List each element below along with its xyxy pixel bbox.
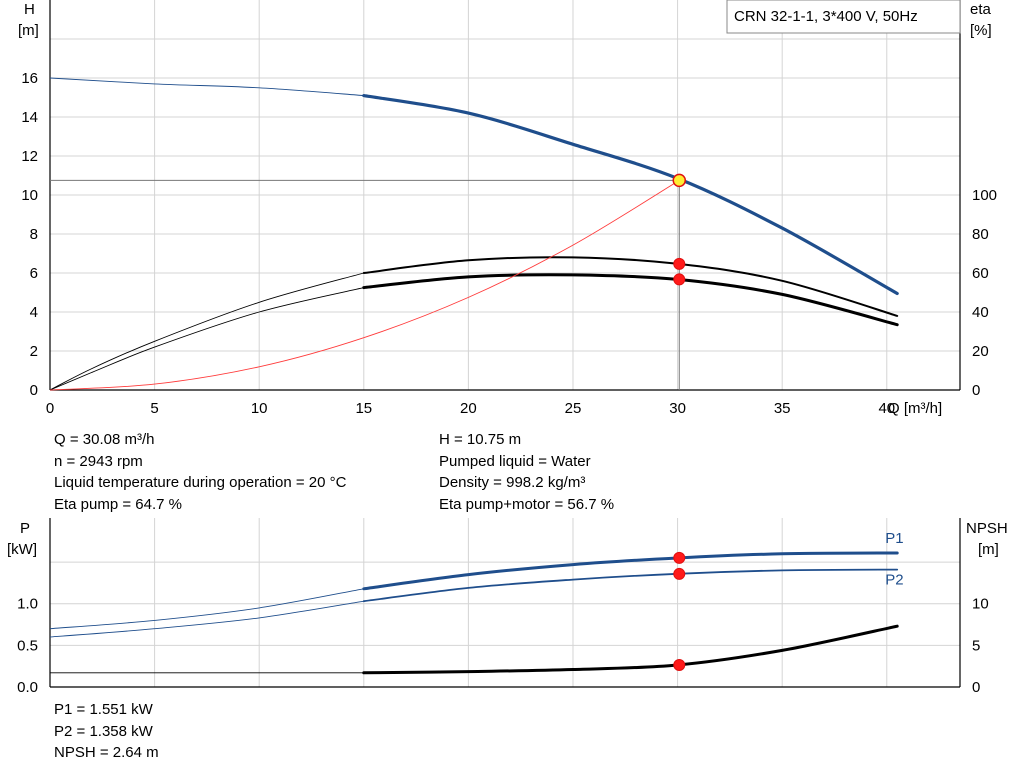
y-right-axis-title: eta bbox=[970, 1, 992, 18]
y-left-tick-label: 1.0 bbox=[17, 596, 38, 613]
info-right: H = 10.75 m Pumped liquid = Water Densit… bbox=[439, 429, 614, 515]
y-left-axis-unit: [kW] bbox=[7, 541, 37, 558]
duty-point-marker bbox=[673, 257, 686, 270]
y-left-axis-title: H bbox=[24, 1, 35, 18]
x-tick-label: 10 bbox=[251, 400, 268, 417]
info-density: Density = 998.2 kg/m³ bbox=[439, 474, 586, 491]
head-curve-extended bbox=[49, 77, 364, 97]
y-left-axis-title: P bbox=[20, 520, 30, 537]
y-right-tick-label: 5 bbox=[972, 637, 980, 654]
duty-point-marker bbox=[673, 273, 686, 286]
system-curve bbox=[49, 180, 680, 391]
y-right-tick-label: 10 bbox=[972, 596, 989, 613]
npsh-curve bbox=[362, 624, 899, 675]
title-box bbox=[726, 0, 961, 34]
y-left-tick-label: 6 bbox=[30, 265, 38, 282]
p1-curve bbox=[362, 551, 899, 591]
duty-point-marker bbox=[673, 551, 686, 564]
p1-label: P1 bbox=[885, 530, 903, 547]
info-head: H = 10.75 m bbox=[439, 431, 522, 448]
info-flow: Q = 30.08 m³/h bbox=[54, 431, 155, 448]
y-left-tick-label: 12 bbox=[21, 148, 38, 165]
info-pumped-liquid: Pumped liquid = Water bbox=[439, 452, 591, 470]
y-left-tick-label: 2 bbox=[30, 343, 38, 360]
x-tick-label: 25 bbox=[565, 400, 582, 417]
info-speed: n = 2943 rpm bbox=[54, 452, 143, 470]
y-right-tick-label: 40 bbox=[972, 304, 989, 321]
y-right-tick-label: 100 bbox=[972, 187, 997, 204]
x-tick-label: 40 bbox=[878, 400, 895, 417]
y-left-tick-label: 0 bbox=[30, 382, 38, 399]
head-curve bbox=[362, 94, 899, 296]
info-eta-pump: Eta pump = 64.7 % bbox=[54, 495, 182, 513]
eta-pump-motor-curve bbox=[362, 273, 899, 327]
info-left: Q = 30.08 m³/h n = 2943 rpm Liquid tempe… bbox=[54, 429, 346, 515]
x-tick-label: 5 bbox=[150, 400, 158, 417]
info-p2: P2 = 1.358 kW bbox=[54, 722, 153, 740]
y-left-tick-label: 8 bbox=[30, 226, 38, 243]
chart-title: CRN 32-1-1, 3*400 V, 50Hz bbox=[734, 8, 918, 25]
x-tick-label: 30 bbox=[669, 400, 686, 417]
operating-point-marker bbox=[672, 173, 687, 188]
eta-pump-curve bbox=[362, 256, 899, 317]
y-right-tick-label: 0 bbox=[972, 679, 980, 696]
eta-pump-curve-extended bbox=[49, 272, 364, 391]
x-axis-title: Q [m³/h] bbox=[888, 400, 942, 417]
power-npsh-panel: P1 P2 bbox=[49, 518, 961, 688]
y-left-axis-unit: [m] bbox=[18, 22, 39, 39]
x-tick-label: 15 bbox=[355, 400, 372, 417]
x-tick-label: 20 bbox=[460, 400, 477, 417]
y-right-axis-title: NPSH bbox=[966, 520, 1008, 537]
info-eta-pump-motor: Eta pump+motor = 56.7 % bbox=[439, 495, 615, 513]
y-right-tick-label: 80 bbox=[972, 226, 989, 243]
y-right-tick-label: 20 bbox=[972, 343, 989, 360]
p2-curve bbox=[362, 568, 899, 603]
x-tick-label: 0 bbox=[46, 400, 54, 417]
head-efficiency-panel bbox=[49, 0, 961, 391]
info-liquid-temperature: Liquid temperature during operation = 20… bbox=[54, 474, 347, 491]
y-left-tick-label: 10 bbox=[21, 187, 38, 204]
p1-curve-extended bbox=[49, 588, 364, 630]
info-p1: P1 = 1.551 kW bbox=[54, 701, 153, 718]
y-left-tick-label: 4 bbox=[30, 304, 38, 321]
eta-pump-motor-curve-extended bbox=[49, 287, 364, 391]
p2-label: P2 bbox=[885, 572, 903, 589]
y-right-tick-label: 0 bbox=[972, 382, 980, 399]
y-right-axis-unit: [%] bbox=[970, 22, 992, 39]
info-npsh: NPSH = 2.64 m bbox=[54, 744, 159, 761]
x-tick-label: 35 bbox=[774, 400, 791, 417]
y-left-tick-label: 14 bbox=[21, 109, 38, 126]
info-bottom: P1 = 1.551 kW P2 = 1.358 kW NPSH = 2.64 … bbox=[54, 699, 159, 764]
y-right-tick-label: 60 bbox=[972, 265, 989, 282]
p2-curve-extended bbox=[49, 600, 364, 638]
y-left-tick-label: 0.5 bbox=[17, 637, 38, 654]
y-right-axis-unit: [m] bbox=[978, 541, 999, 558]
duty-point-marker bbox=[673, 659, 686, 672]
y-left-tick-label: 16 bbox=[21, 70, 38, 87]
duty-point-marker bbox=[673, 567, 686, 580]
y-left-tick-label: 0.0 bbox=[17, 679, 38, 696]
